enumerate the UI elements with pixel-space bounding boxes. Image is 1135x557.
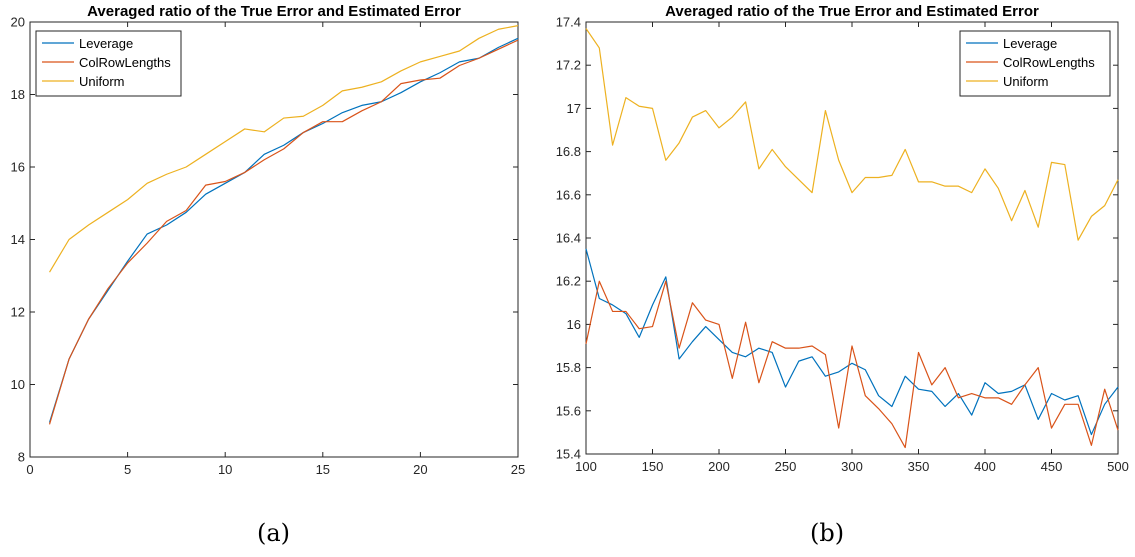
x-tick-label: 400 xyxy=(974,459,996,474)
x-tick-label: 100 xyxy=(575,459,597,474)
x-tick-label: 5 xyxy=(124,462,131,477)
y-tick-label: 15.8 xyxy=(556,360,581,375)
legend-box xyxy=(35,30,182,97)
x-tick-label: 350 xyxy=(908,459,930,474)
chart-panel-b: Averaged ratio of the True Error and Est… xyxy=(556,3,1129,474)
y-tick-label: 16.6 xyxy=(556,187,581,202)
x-tick-label: 0 xyxy=(26,462,33,477)
x-tick-label: 450 xyxy=(1041,459,1063,474)
y-tick-label: 17.4 xyxy=(556,15,581,30)
legend-label: Leverage xyxy=(1003,36,1057,51)
caption-a: (a) xyxy=(257,519,291,547)
y-tick-label: 16 xyxy=(567,317,581,332)
series-line-leverage xyxy=(48,37,519,423)
legend-label: Uniform xyxy=(79,74,125,89)
y-tick-label: 15.4 xyxy=(556,447,581,462)
x-tick-label: 20 xyxy=(413,462,427,477)
y-tick-label: 17 xyxy=(567,101,581,116)
legend-label: Uniform xyxy=(1003,74,1049,89)
x-tick-label: 25 xyxy=(511,462,525,477)
chart-panel-a: Averaged ratio of the True Error and Est… xyxy=(11,3,526,477)
chart-title: Averaged ratio of the True Error and Est… xyxy=(87,3,461,20)
legend-label: Leverage xyxy=(79,36,133,51)
series-line-uniform xyxy=(585,28,1119,241)
x-tick-label: 500 xyxy=(1107,459,1129,474)
y-tick-label: 15.6 xyxy=(556,403,581,418)
y-tick-label: 16.8 xyxy=(556,144,581,159)
y-tick-label: 17.2 xyxy=(556,58,581,73)
legend-box xyxy=(959,30,1111,97)
chart-title: Averaged ratio of the True Error and Est… xyxy=(665,3,1039,20)
series-line-leverage xyxy=(585,248,1119,436)
legend-label: ColRowLengths xyxy=(79,55,171,70)
x-tick-label: 300 xyxy=(841,459,863,474)
y-tick-label: 10 xyxy=(11,377,25,392)
y-tick-label: 16.2 xyxy=(556,274,581,289)
legend-label: ColRowLengths xyxy=(1003,55,1095,70)
y-tick-label: 16 xyxy=(11,160,25,175)
caption-b: (b) xyxy=(810,519,845,547)
series-line-uniform xyxy=(49,25,519,273)
series-line-colrowlengths xyxy=(585,280,1119,449)
y-tick-label: 18 xyxy=(11,87,25,102)
x-tick-label: 150 xyxy=(642,459,664,474)
y-tick-label: 12 xyxy=(11,305,25,320)
y-tick-label: 8 xyxy=(18,450,25,465)
series-line-colrowlengths xyxy=(48,39,519,425)
x-tick-label: 250 xyxy=(775,459,797,474)
y-tick-label: 20 xyxy=(11,15,25,30)
y-tick-label: 14 xyxy=(11,232,25,247)
x-tick-label: 15 xyxy=(316,462,330,477)
y-tick-label: 16.4 xyxy=(556,231,581,246)
x-tick-label: 10 xyxy=(218,462,232,477)
x-tick-label: 200 xyxy=(708,459,730,474)
